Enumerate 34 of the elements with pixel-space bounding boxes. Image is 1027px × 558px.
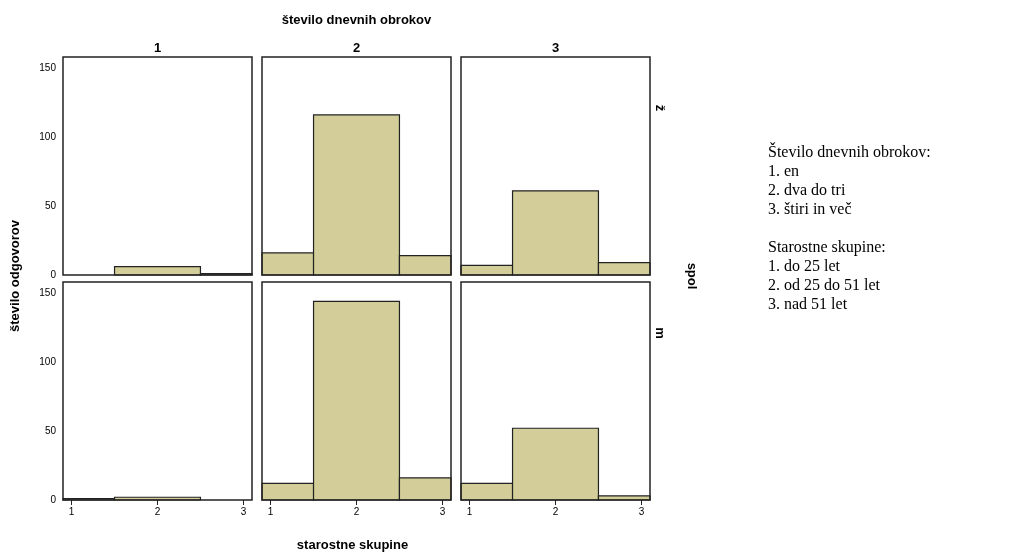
chart-title: 3 [551,39,560,55]
x-tick-label: 1 [267,505,274,517]
y-axis-title: število odgovorov [6,220,22,332]
y2-axis-title: ž [652,104,668,112]
x-axis-title: starostne skupine [296,536,409,552]
x-tick-label: 3 [240,505,247,517]
x-tick-label: 3 [638,505,645,517]
x-tick-label: 2 [154,505,161,517]
y2-axis-title: m [652,327,668,339]
y-tick-label: 150 [39,61,57,73]
text: 3. nad 51 let [768,294,849,313]
text: Število dnevnih obrokov: [768,142,931,161]
y-tick-label: 0 [50,493,57,505]
x-tick-label: 3 [439,505,446,517]
text: 1. en [768,161,801,180]
text: spol [684,262,700,290]
x-tick-label: 2 [552,505,559,517]
text: 1. do 25 let [768,256,841,275]
text: 2. od 25 do 51 let [768,275,881,294]
text: Starostne skupine: [768,237,887,256]
chart-title: 1 [153,39,162,55]
y-tick-label: 50 [44,199,57,211]
text: 2. dva do tri [768,180,847,199]
text: 3. štiri in več [768,199,853,218]
chart-title: 2 [352,39,361,55]
y-tick-label: 100 [39,130,57,142]
x-tick-label: 1 [466,505,473,517]
y-tick-label: 0 [50,268,57,280]
x-tick-label: 1 [68,505,75,517]
x-tick-label: 2 [353,505,360,517]
y-tick-label: 50 [44,424,57,436]
y-tick-label: 150 [39,286,57,298]
y-tick-label: 100 [39,355,57,367]
chart-subtitle: število dnevnih obrokov [281,11,432,27]
